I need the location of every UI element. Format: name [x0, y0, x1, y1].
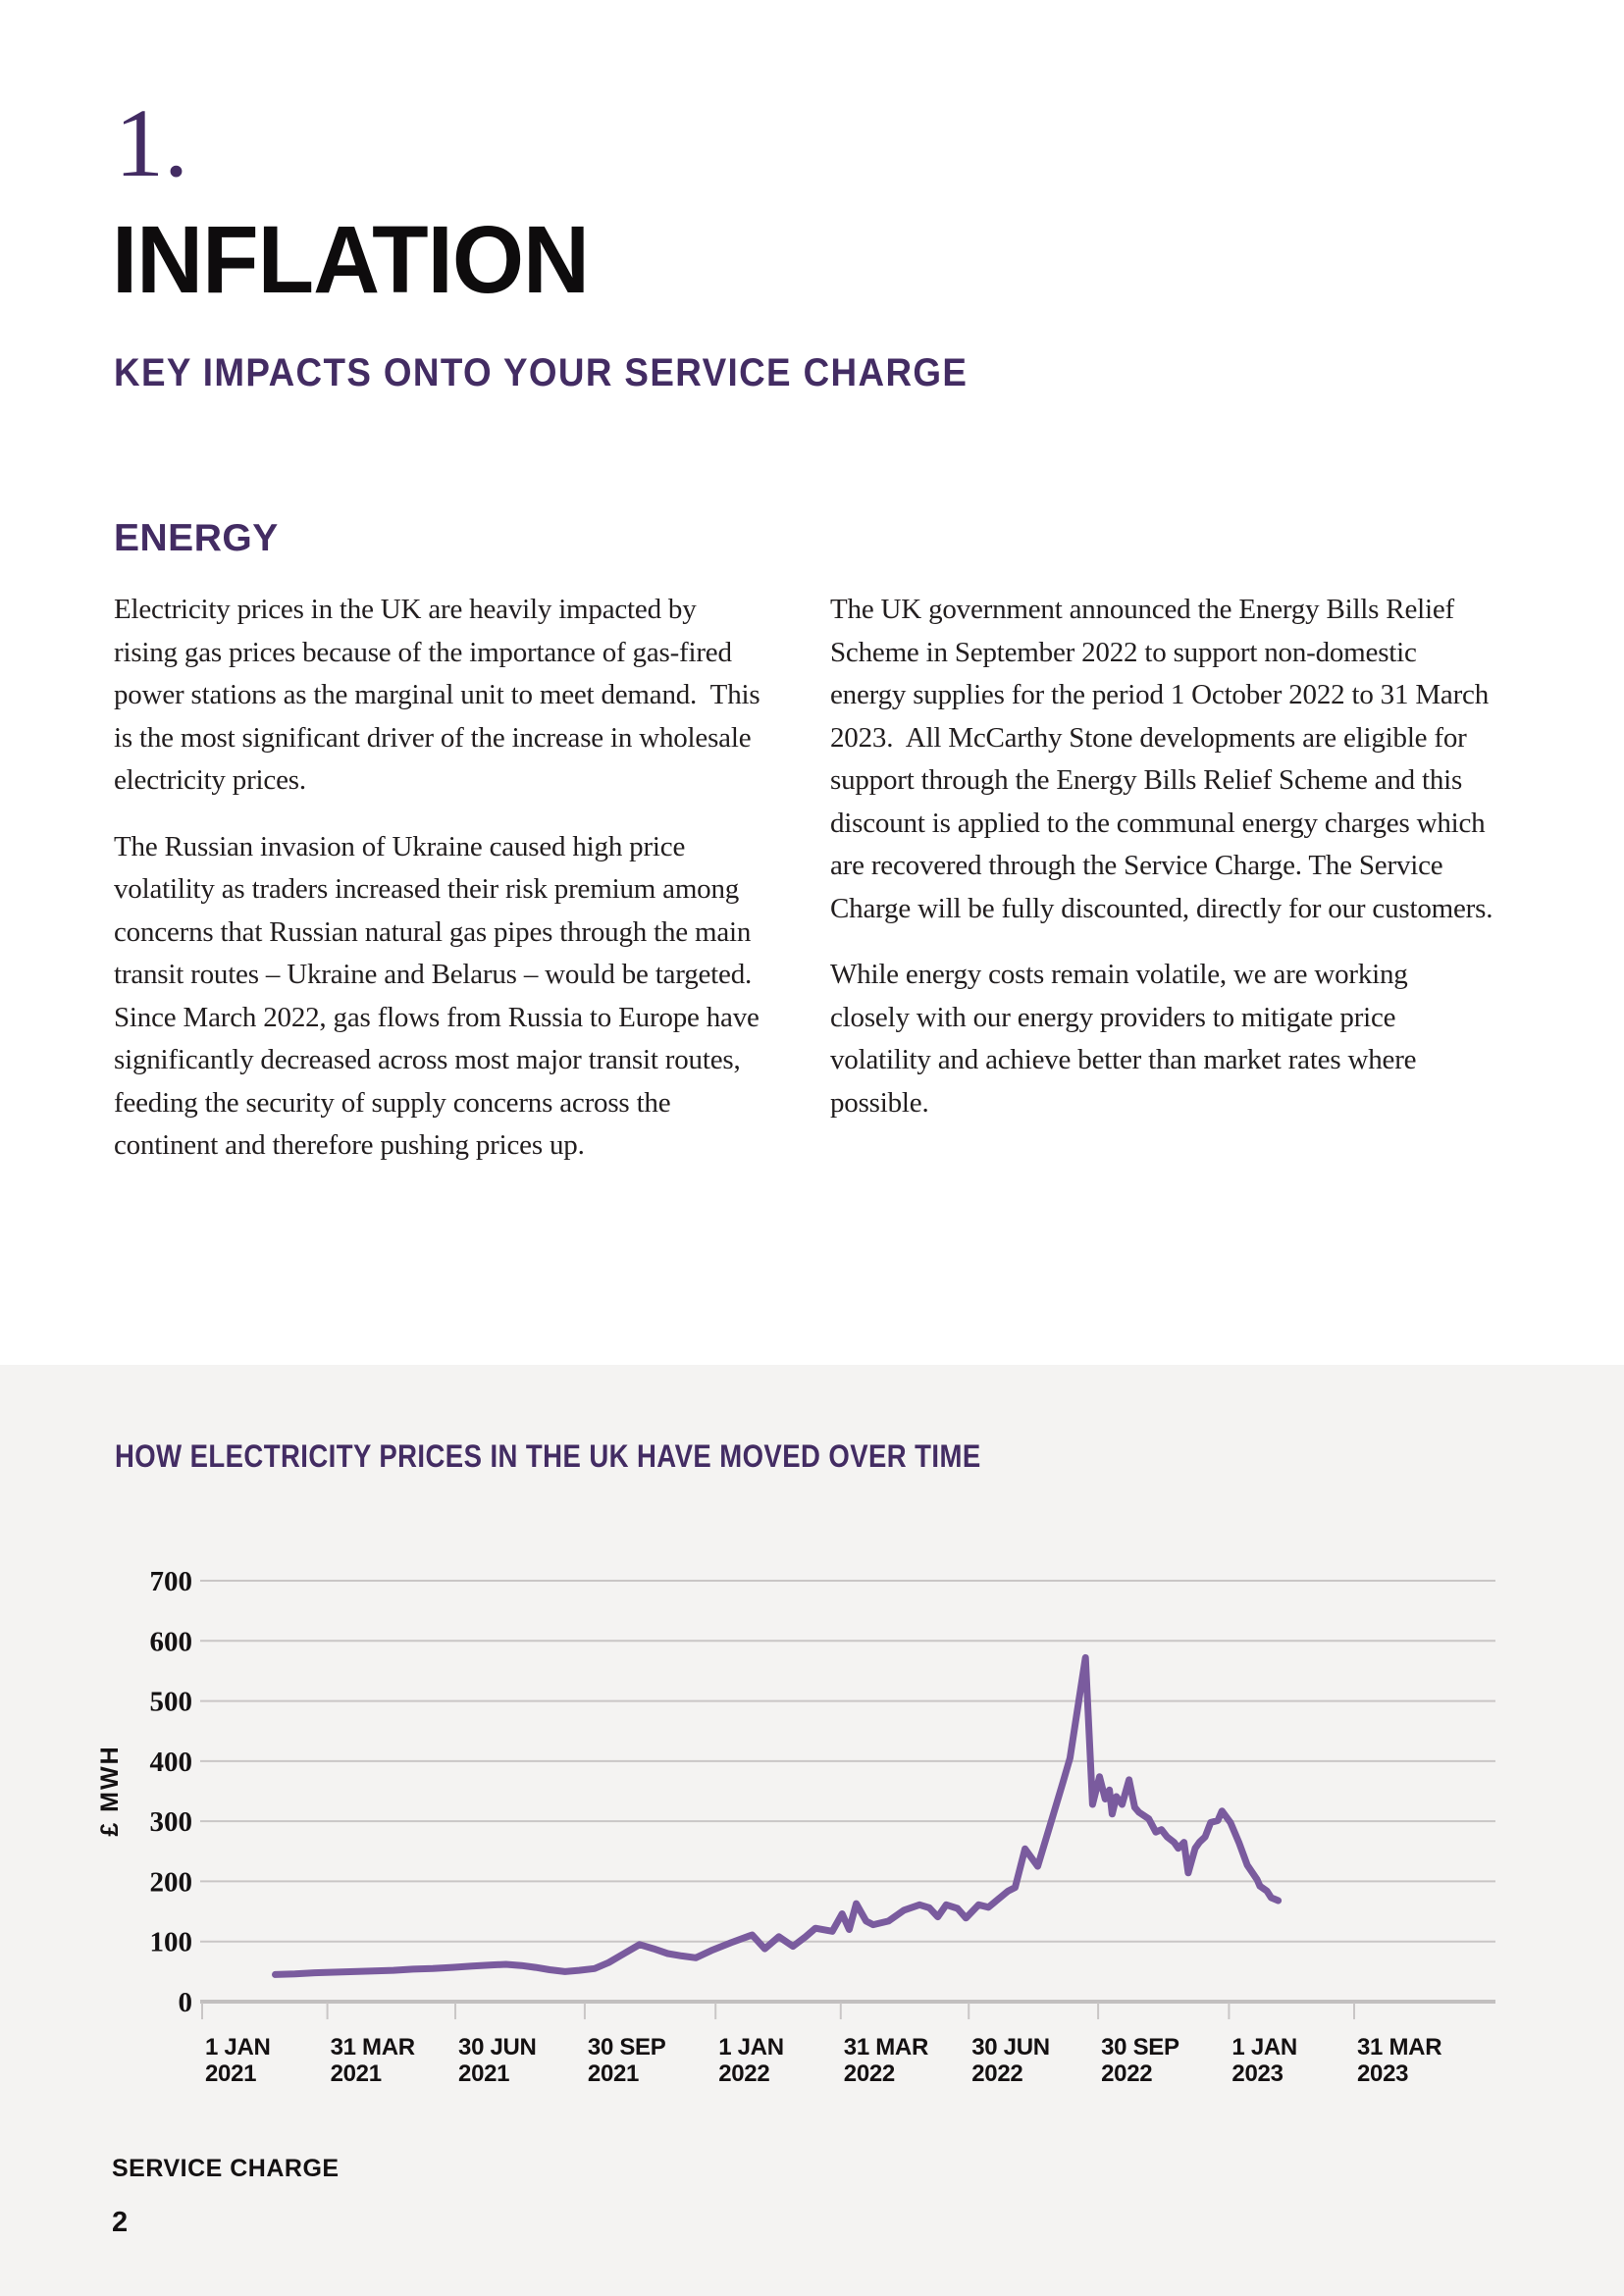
y-axis-tick-label: 700	[150, 1566, 193, 1597]
x-axis-tick-label: 2023	[1357, 2061, 1408, 2087]
y-axis-tick-label: 200	[150, 1866, 193, 1898]
x-axis-tick-label: 2022	[718, 2061, 769, 2087]
x-axis-tick-label: 30 SEP	[1101, 2034, 1179, 2061]
x-axis-tick-label: 1 JAN	[1231, 2034, 1297, 2061]
section-number: 1.	[115, 88, 188, 197]
x-axis-tick-label: 30 JUN	[458, 2034, 537, 2061]
x-axis-tick-label: 2021	[588, 2061, 639, 2087]
y-axis-tick-label: 600	[150, 1626, 193, 1657]
paragraph: While energy costs remain volatile, we a…	[830, 959, 1424, 1119]
page-title: INFLATION	[112, 206, 590, 313]
x-axis-tick-label: 2021	[205, 2061, 256, 2087]
x-axis-tick-label: 31 MAR	[331, 2034, 415, 2061]
x-axis-tick-label: 2021	[458, 2061, 509, 2087]
chart-section-background	[0, 1365, 1624, 2296]
y-axis-tick-label: 400	[150, 1747, 193, 1778]
y-axis-title: £ MWH	[96, 1745, 124, 1836]
x-axis-tick-label: 2021	[331, 2061, 382, 2087]
y-axis-tick-label: 100	[150, 1927, 193, 1958]
y-axis-tick-label: 0	[179, 1987, 193, 2018]
x-axis-tick-label: 31 MAR	[1357, 2034, 1441, 2061]
chart-title: HOW ELECTRICITY PRICES IN THE UK HAVE MO…	[115, 1438, 981, 1474]
paragraph: The UK government announced the Energy B…	[830, 594, 1496, 924]
x-axis-tick-label: 2023	[1231, 2061, 1283, 2087]
body-column-right: The UK government announced the Energy B…	[830, 589, 1493, 1148]
x-axis-tick-label: 2022	[971, 2061, 1022, 2087]
x-axis-tick-label: 30 SEP	[588, 2034, 666, 2061]
x-axis-tick-label: 2022	[844, 2061, 895, 2087]
paragraph: The Russian invasion of Ukraine caused h…	[114, 830, 766, 1162]
x-axis-tick-label: 31 MAR	[844, 2034, 928, 2061]
page-number: 2	[112, 2207, 129, 2238]
price-line-series	[272, 1653, 1283, 1978]
x-axis-tick-label: 2022	[1101, 2061, 1152, 2087]
energy-section-heading: ENERGY	[114, 517, 279, 559]
y-axis-tick-label: 500	[150, 1687, 193, 1718]
page-subtitle: KEY IMPACTS ONTO YOUR SERVICE CHARGE	[114, 351, 969, 394]
paragraph: Electricity prices in the UK are heavily…	[114, 594, 767, 796]
x-axis-tick-label: 30 JUN	[971, 2034, 1050, 2061]
footer-label: SERVICE CHARGE	[112, 2155, 340, 2182]
body-column-left: Electricity prices in the UK are heavily…	[114, 589, 761, 1191]
y-axis-tick-label: 300	[150, 1806, 193, 1838]
x-axis-tick-label: 1 JAN	[718, 2034, 784, 2061]
x-axis-tick-label: 1 JAN	[205, 2034, 271, 2061]
